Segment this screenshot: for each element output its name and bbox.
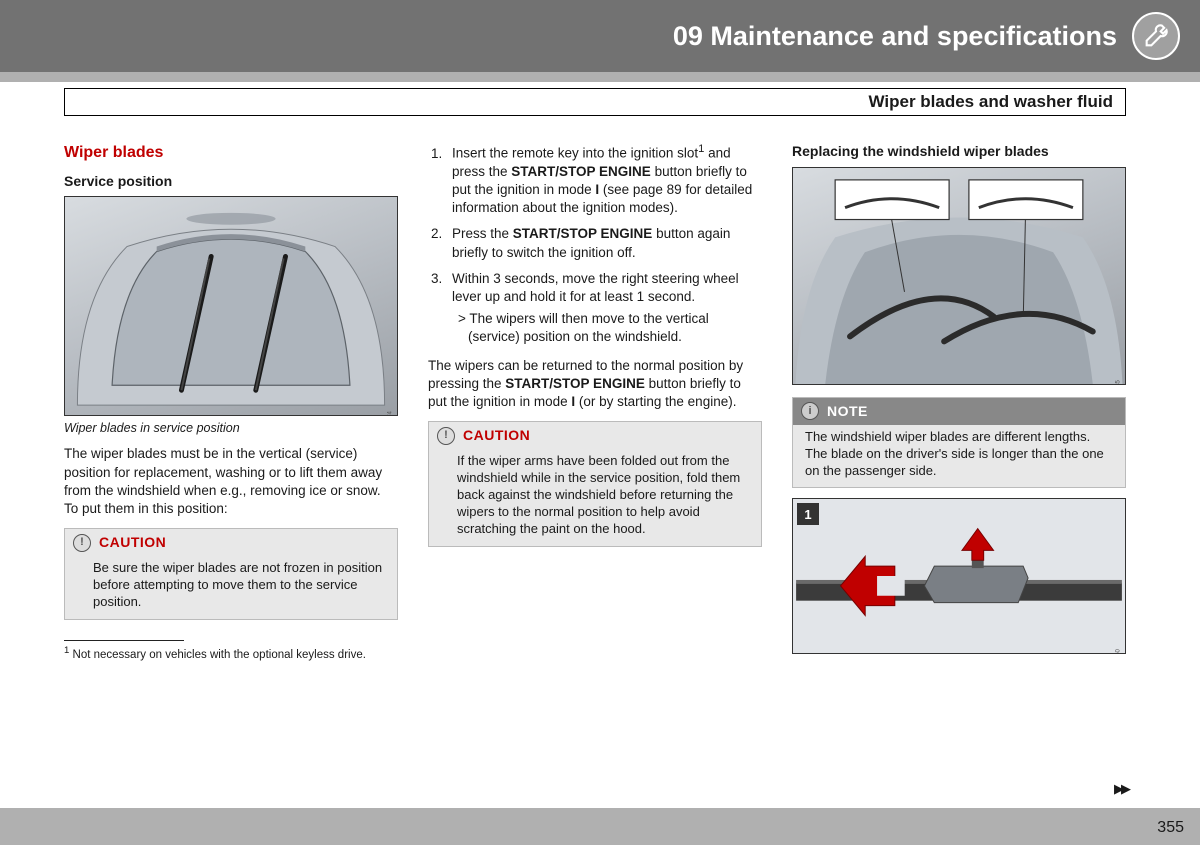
section-header: Wiper blades and washer fluid	[64, 88, 1126, 116]
figure-caption: Wiper blades in service position	[64, 420, 398, 437]
step-3: Within 3 seconds, move the right steerin…	[446, 270, 762, 347]
section-title: Wiper blades and washer fluid	[868, 92, 1113, 112]
column-layout: Wiper blades Service position G047574 Wi…	[64, 142, 1126, 785]
info-icon: i	[801, 402, 819, 420]
footnote-rule	[64, 640, 184, 641]
maintenance-icon	[1132, 12, 1180, 60]
note-title: NOTE	[827, 402, 868, 421]
caution-body-2: If the wiper arms have been folded out f…	[429, 449, 761, 545]
step-2: Press the START/STOP ENGINE button again…	[446, 225, 762, 261]
caution-icon: !	[437, 427, 455, 445]
steps-list: Insert the remote key into the ignition …	[428, 142, 762, 347]
caution-box: ! CAUTION Be sure the wiper blades are n…	[64, 528, 398, 620]
car-windshield-illustration	[65, 197, 397, 415]
figure-step-1: 1 G021750	[792, 498, 1126, 654]
caution-icon: !	[73, 534, 91, 552]
chapter-title: 09 Maintenance and specifications	[673, 21, 1117, 52]
step-3-result: > The wipers will then move to the verti…	[452, 310, 762, 346]
continue-arrows-icon: ▶▶	[1114, 781, 1128, 797]
column-3: Replacing the windshield wiper blades G0…	[792, 142, 1126, 785]
column-2: Insert the remote key into the ignition …	[428, 142, 762, 785]
caution-title: CAUTION	[99, 533, 166, 552]
page-number: 355	[1157, 819, 1184, 837]
footnote: 1 Not necessary on vehicles with the opt…	[64, 645, 398, 663]
figure-code: G047574	[387, 411, 395, 416]
footnote-text: Not necessary on vehicles with the optio…	[69, 649, 366, 661]
manual-page: 09 Maintenance and specifications 09 Wip…	[0, 0, 1200, 845]
figure-code: G021750	[1115, 649, 1123, 654]
note-box: i NOTE The windshield wiper blades are d…	[792, 397, 1126, 489]
post-steps-text: The wipers can be returned to the normal…	[428, 357, 762, 412]
caution-header: ! CAUTION	[65, 529, 397, 556]
wiper-replace-illustration	[793, 168, 1125, 384]
caution-title-2: CAUTION	[463, 426, 530, 445]
heading-replacing: Replacing the windshield wiper blades	[792, 142, 1126, 161]
subheading-service-position: Service position	[64, 172, 398, 191]
caution-header-2: ! CAUTION	[429, 422, 761, 449]
column-1: Wiper blades Service position G047574 Wi…	[64, 142, 398, 785]
chapter-header: 09 Maintenance and specifications	[0, 0, 1200, 72]
caution-body: Be sure the wiper blades are not frozen …	[65, 556, 397, 619]
step-number-badge: 1	[797, 503, 819, 525]
note-header: i NOTE	[793, 398, 1125, 425]
heading-wiper-blades: Wiper blades	[64, 142, 398, 164]
blade-removal-illustration	[793, 499, 1125, 653]
step-1: Insert the remote key into the ignition …	[446, 142, 762, 217]
figure-service-position: G047574	[64, 196, 398, 416]
note-body: The windshield wiper blades are differen…	[793, 425, 1125, 488]
body-text: The wiper blades must be in the vertical…	[64, 445, 398, 518]
figure-code: G047835	[1115, 380, 1123, 385]
caution-box-2: ! CAUTION If the wiper arms have been fo…	[428, 421, 762, 546]
figure-replacing-blades: G047835	[792, 167, 1126, 385]
